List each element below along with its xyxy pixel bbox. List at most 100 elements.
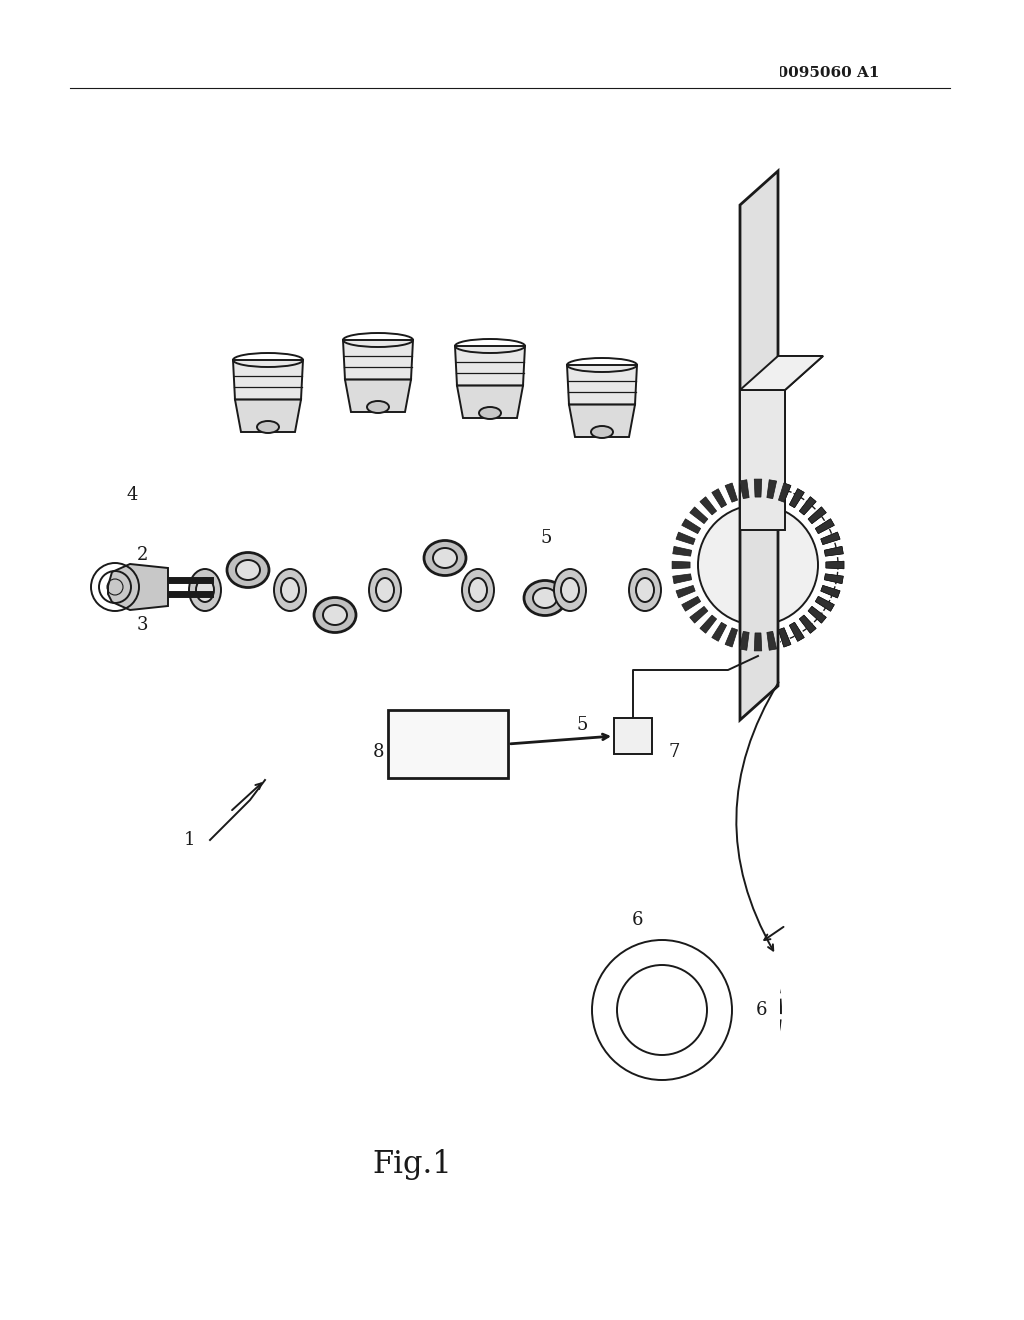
Polygon shape <box>388 710 508 777</box>
Polygon shape <box>826 561 844 569</box>
Polygon shape <box>800 615 816 634</box>
Polygon shape <box>800 496 816 515</box>
Ellipse shape <box>369 569 401 611</box>
Ellipse shape <box>591 426 613 438</box>
Polygon shape <box>233 360 303 400</box>
Text: 8: 8 <box>373 743 384 762</box>
Polygon shape <box>168 172 778 205</box>
Ellipse shape <box>227 553 269 587</box>
Ellipse shape <box>281 578 299 602</box>
Ellipse shape <box>367 401 389 413</box>
Polygon shape <box>740 356 823 389</box>
Polygon shape <box>455 346 525 385</box>
Polygon shape <box>673 574 691 583</box>
Polygon shape <box>345 380 411 412</box>
Polygon shape <box>755 632 762 651</box>
Polygon shape <box>815 519 835 533</box>
Polygon shape <box>755 632 762 651</box>
Ellipse shape <box>524 581 566 615</box>
Polygon shape <box>488 582 560 606</box>
Text: Fig.1: Fig.1 <box>372 1150 452 1180</box>
Ellipse shape <box>323 605 347 624</box>
Polygon shape <box>821 586 840 598</box>
Polygon shape <box>767 631 776 651</box>
Polygon shape <box>821 586 840 598</box>
Polygon shape <box>767 631 776 651</box>
Polygon shape <box>725 628 737 647</box>
Polygon shape <box>234 400 301 432</box>
Polygon shape <box>210 576 285 609</box>
Polygon shape <box>569 405 635 437</box>
Ellipse shape <box>561 578 579 602</box>
Polygon shape <box>778 628 791 647</box>
Ellipse shape <box>433 548 457 568</box>
Polygon shape <box>739 479 750 499</box>
Ellipse shape <box>462 569 494 611</box>
Text: 6: 6 <box>632 911 643 929</box>
Polygon shape <box>739 479 750 499</box>
Polygon shape <box>790 622 804 642</box>
Polygon shape <box>712 622 727 642</box>
Polygon shape <box>815 597 835 611</box>
Polygon shape <box>0 0 780 1320</box>
Polygon shape <box>824 546 844 556</box>
Polygon shape <box>321 407 386 615</box>
Ellipse shape <box>554 569 586 611</box>
Polygon shape <box>295 576 380 609</box>
Polygon shape <box>712 488 727 508</box>
Ellipse shape <box>236 560 260 579</box>
Polygon shape <box>682 597 700 611</box>
Polygon shape <box>739 631 750 651</box>
Polygon shape <box>808 507 826 524</box>
Polygon shape <box>740 172 778 719</box>
Text: 7: 7 <box>668 743 679 762</box>
Polygon shape <box>725 483 737 502</box>
Text: Apr. 16, 2009  Sheet 1 of 2: Apr. 16, 2009 Sheet 1 of 2 <box>370 65 597 79</box>
Polygon shape <box>740 389 785 531</box>
Ellipse shape <box>479 407 501 418</box>
Polygon shape <box>778 483 791 502</box>
Polygon shape <box>755 479 762 498</box>
Polygon shape <box>483 576 565 609</box>
Polygon shape <box>567 366 637 405</box>
Text: US 2009/0095060 A1: US 2009/0095060 A1 <box>700 65 880 79</box>
Polygon shape <box>690 507 708 524</box>
Polygon shape <box>614 718 652 754</box>
Polygon shape <box>673 546 691 556</box>
Polygon shape <box>808 606 826 623</box>
Ellipse shape <box>469 578 487 602</box>
Polygon shape <box>676 586 695 598</box>
Polygon shape <box>682 519 700 533</box>
Polygon shape <box>808 507 826 524</box>
Polygon shape <box>740 172 778 719</box>
Polygon shape <box>531 432 610 598</box>
Polygon shape <box>234 426 276 570</box>
Polygon shape <box>390 576 473 609</box>
Polygon shape <box>740 356 823 389</box>
Polygon shape <box>457 385 523 418</box>
Polygon shape <box>790 488 804 508</box>
Ellipse shape <box>534 587 557 609</box>
Polygon shape <box>790 622 804 642</box>
Polygon shape <box>755 479 762 498</box>
Circle shape <box>698 506 818 624</box>
Text: 2: 2 <box>136 546 148 564</box>
Polygon shape <box>824 574 844 583</box>
Text: 3: 3 <box>136 616 148 634</box>
Ellipse shape <box>274 569 306 611</box>
Text: 1: 1 <box>183 832 195 849</box>
Polygon shape <box>690 606 708 623</box>
Polygon shape <box>699 615 717 634</box>
Text: 4: 4 <box>127 486 138 504</box>
Polygon shape <box>431 413 498 558</box>
Ellipse shape <box>257 421 279 433</box>
Ellipse shape <box>424 540 466 576</box>
Polygon shape <box>826 561 844 569</box>
Polygon shape <box>395 550 468 598</box>
Polygon shape <box>821 532 840 545</box>
Polygon shape <box>343 341 413 380</box>
Polygon shape <box>790 488 804 508</box>
Polygon shape <box>815 597 835 611</box>
Polygon shape <box>778 483 791 502</box>
Ellipse shape <box>196 578 214 602</box>
